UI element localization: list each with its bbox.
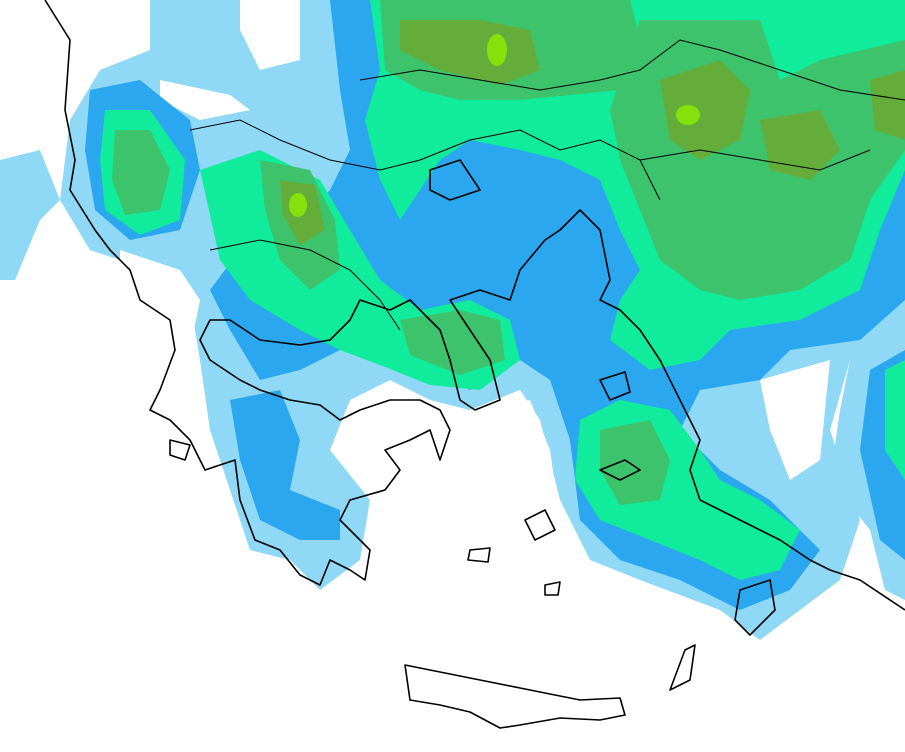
precip-area <box>870 70 905 140</box>
crete <box>404 664 626 729</box>
border <box>359 39 905 101</box>
island <box>599 459 641 481</box>
precip-area <box>660 60 750 160</box>
precip-area <box>230 390 340 540</box>
border <box>639 149 871 171</box>
island <box>169 439 191 461</box>
island <box>599 371 631 401</box>
coastline <box>44 0 905 611</box>
precip-area <box>0 150 60 280</box>
dry-area <box>120 250 200 350</box>
dry-area <box>240 0 300 70</box>
coastlines <box>44 0 905 729</box>
dry-area <box>760 360 830 480</box>
precip-area <box>760 110 840 180</box>
precip-core <box>289 193 307 217</box>
island <box>669 644 696 691</box>
coastline <box>429 159 481 201</box>
border <box>209 239 401 331</box>
island <box>467 547 491 563</box>
precip-peak <box>289 34 700 217</box>
borders <box>189 39 905 331</box>
precip-area <box>885 360 905 480</box>
precip-core <box>676 105 700 125</box>
precip-area <box>400 310 505 375</box>
precip-heavy <box>280 20 905 245</box>
island <box>734 579 776 636</box>
border <box>189 119 661 201</box>
precip-area <box>112 130 170 215</box>
dry-area <box>470 400 560 530</box>
precip-area <box>400 20 540 85</box>
precip-area <box>600 420 670 505</box>
island <box>544 581 561 596</box>
dry-area <box>160 80 250 120</box>
precip-core <box>487 34 507 66</box>
island <box>524 509 556 541</box>
